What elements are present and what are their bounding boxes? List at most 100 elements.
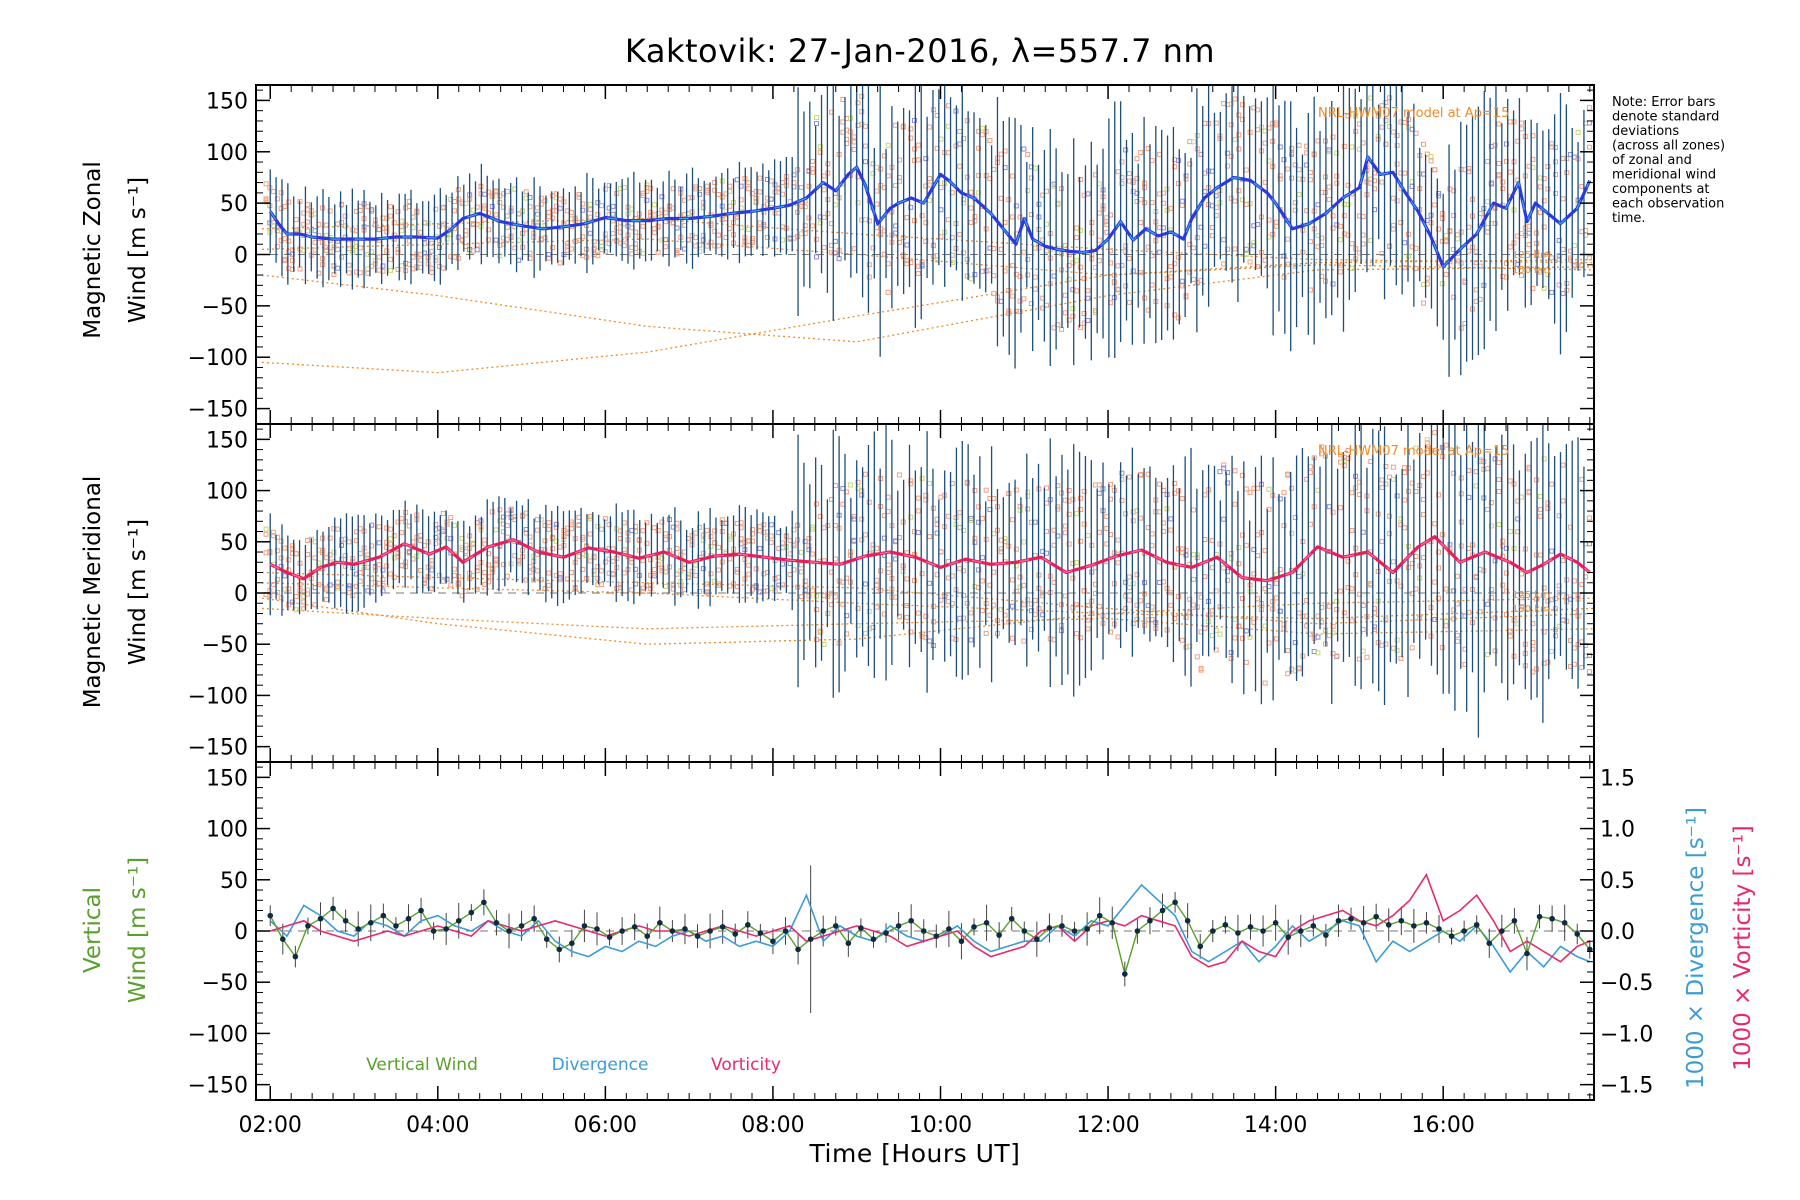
zone-point [704,183,710,189]
zone-point [1424,440,1430,446]
zone-point [923,497,929,503]
zone-point [606,241,612,247]
zone-point [576,194,582,200]
zone-point [1172,490,1178,496]
zone-point [1228,153,1234,159]
zone-point [1051,527,1057,533]
zone-point [810,158,816,164]
vertical-wind-point [669,928,676,934]
zone-point [599,203,605,209]
zone-point [1507,628,1513,634]
zone-point [1341,610,1347,616]
zone-point [708,534,714,540]
zone-point [1545,505,1551,511]
zone-point [1221,516,1227,522]
zone-point [885,562,891,568]
zone-point [1383,617,1389,623]
zone-point [836,256,842,262]
zone-point [859,537,865,543]
zone-point [380,268,386,274]
zone-point [1277,608,1283,614]
zonal-ylabel-line2: Wind [m s⁻¹] [125,177,151,323]
zone-point [501,562,507,568]
zone-point [1077,635,1083,641]
zone-point [708,223,714,229]
zone-point [553,538,559,544]
vertical-wind-point [719,924,726,930]
zone-point [293,593,299,599]
zone-point [1104,219,1110,225]
zone-point [697,186,703,192]
zone-point [542,522,548,528]
zone-point [923,635,929,641]
zone-point [1221,465,1227,471]
zone-point [859,109,865,115]
zone-point [1432,430,1438,436]
vertical-wind-point [1423,920,1430,926]
zone-point [1492,615,1498,621]
zone-point [1013,563,1019,569]
zone-point [863,159,869,165]
zone-point [1549,141,1555,147]
zone-point [384,229,390,235]
zone-point [923,613,929,619]
zone-point [1330,134,1336,140]
vertical-wind-point [1172,899,1178,906]
zone-point [659,207,665,213]
zone-point [1070,305,1076,311]
zone-point [708,571,714,577]
zone-point [1126,299,1132,305]
zone-point [278,538,284,544]
zone-point [1081,488,1087,494]
zone-point [1183,552,1189,558]
vertical-wind-point [694,933,701,939]
zone-point [1285,471,1291,477]
zone-point [1398,522,1404,528]
zone-point [1519,273,1525,279]
x-tick-label: 02:00 [239,1113,302,1138]
zone-point [1466,224,1472,230]
zone-point [1500,186,1506,192]
zone-point [1194,654,1200,660]
zone-point [859,488,865,494]
zone-point [1368,95,1374,101]
zone-point [957,510,963,516]
vertical-wind-point [493,920,500,926]
zone-point [1387,244,1393,250]
zone-point [700,550,706,556]
zone-point [274,576,280,582]
vertical-wind-point [1197,943,1204,950]
zone-point [1232,137,1238,143]
zone-point [968,637,974,643]
note-line: components at [1612,182,1710,197]
zone-point [282,256,288,262]
zone-point [896,614,902,620]
zone-point [1013,546,1019,552]
zone-point [335,579,341,585]
zone-point [331,271,337,277]
right-y-tick-label: −0.5 [1600,971,1653,996]
zone-point [863,123,869,129]
zone-point [1466,494,1472,500]
zone-point [485,227,491,233]
zone-point [983,630,989,636]
zone-point [380,588,386,594]
zone-point [1394,133,1400,139]
zone-point [757,175,763,181]
zone-point [1187,596,1193,602]
zone-point [1262,140,1268,146]
zone-point [1341,143,1347,149]
zone-point [1149,282,1155,288]
zone-point [587,214,593,220]
zone-point [919,263,925,269]
zone-point [855,605,861,611]
zone-point [1394,198,1400,204]
zone-point [1021,582,1027,588]
meridional-model-height-125: 125 km [1512,590,1550,601]
zone-point [1503,158,1509,164]
vertical-wind-point [355,926,362,932]
zone-point [1104,525,1110,531]
zone-point [1062,292,1068,298]
vertical-wind-point [1285,934,1291,940]
